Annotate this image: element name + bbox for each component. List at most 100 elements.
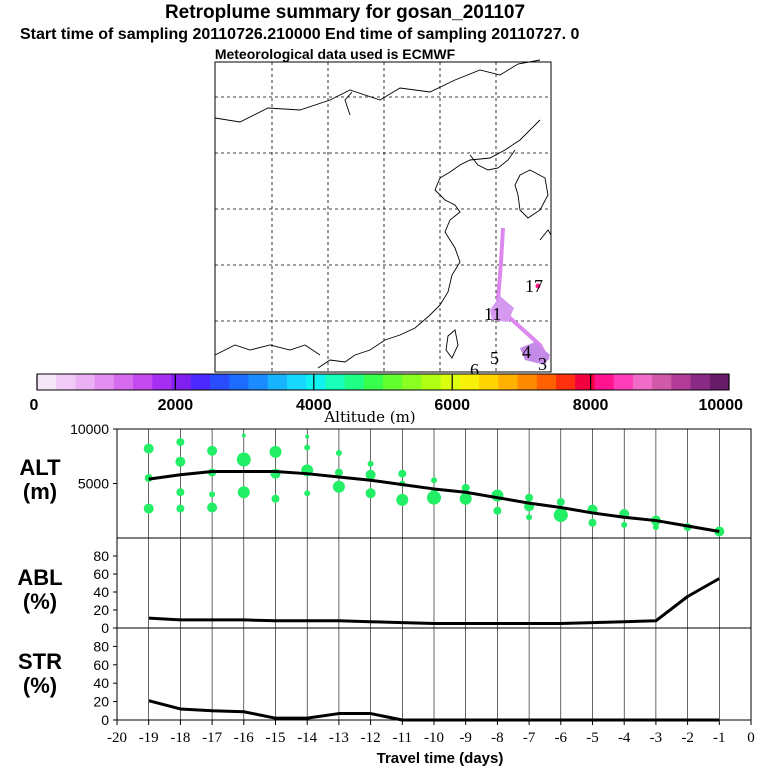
x-tick-label: -14 (297, 730, 317, 746)
colorbar-swatch (479, 374, 499, 390)
cluster-point (493, 506, 502, 515)
colorbar-swatch (594, 374, 615, 390)
colorbar-swatch (575, 374, 595, 390)
cluster-point (304, 490, 311, 497)
colorbar-swatch (133, 374, 153, 390)
y-tick-label: 60 (93, 657, 109, 673)
x-tick-label: -10 (424, 730, 444, 746)
map-frame (214, 61, 552, 373)
x-tick-label: -9 (459, 730, 472, 746)
cluster-point (304, 444, 311, 451)
map-day-labels: 17 11 5 6 4 3 (470, 276, 547, 380)
y-tick-label: 40 (93, 675, 109, 691)
colorbar-swatch (210, 374, 230, 390)
x-tick-label: -4 (618, 730, 631, 746)
colorbar-swatch (709, 374, 730, 390)
cluster-point (398, 469, 407, 478)
coastlines (214, 59, 552, 369)
colorbar-labels: 0 2000 4000 6000 8000 10000 (30, 397, 744, 414)
x-axis-label: Travel time (days) (376, 750, 504, 767)
met-data-line: Meteorological data used is ECMWF (214, 46, 456, 62)
cluster-point (621, 521, 628, 528)
map-label-17: 17 (525, 276, 543, 296)
colorbar-swatch (517, 374, 538, 390)
x-tick-label: -2 (681, 730, 694, 746)
colorbar-swatch (344, 374, 365, 390)
cluster-point (269, 445, 282, 458)
cluster-point (652, 524, 659, 531)
x-tick-label: -17 (202, 730, 222, 746)
alt-series-line (148, 470, 720, 533)
x-tick-label: -3 (650, 730, 663, 746)
cluster-point (525, 493, 534, 502)
map-label-3: 3 (538, 354, 547, 374)
colorbar-swatch (229, 374, 249, 390)
y-tick-label: 5000 (78, 476, 109, 492)
y-tick-label: 40 (93, 584, 109, 600)
cluster-point (271, 494, 280, 503)
y-tick-label: 20 (93, 602, 109, 618)
alt-panel: 10000 5000 (70, 421, 752, 539)
cluster-point (236, 452, 251, 467)
plume-path (490, 227, 550, 365)
colorbar (36, 373, 730, 391)
colorbar-swatch (556, 374, 576, 390)
cluster-point (334, 468, 343, 477)
y-tick-label: 80 (93, 548, 109, 564)
cluster-point (207, 502, 218, 513)
x-tick-label: -8 (491, 730, 504, 746)
y-tick-label: 20 (93, 694, 109, 710)
colorbar-swatch (286, 374, 307, 390)
cluster-point (209, 491, 216, 498)
x-tick-label: -12 (361, 730, 381, 746)
str-panel-label: STR (%) (18, 649, 62, 698)
colorbar-swatch (613, 374, 634, 390)
cluster-point (553, 508, 568, 523)
y-tick-label: 0 (101, 712, 109, 728)
cluster-point (237, 486, 250, 499)
x-tick-label: -5 (586, 730, 599, 746)
colorbar-swatch (75, 374, 96, 390)
cluster-point (459, 492, 472, 505)
y-tick-label: 10000 (70, 421, 109, 437)
colorbar-swatch (113, 374, 134, 390)
cluster-point (143, 443, 154, 454)
colorbar-swatch (306, 374, 326, 390)
cluster-point (427, 490, 441, 505)
map-label-4: 4 (522, 342, 531, 362)
colorbar-swatch (652, 374, 672, 390)
colorbar-swatch (267, 374, 288, 390)
colorbar-axis-label: Altitude (m) (324, 408, 416, 426)
x-tick-label: -6 (555, 730, 568, 746)
colorbar-swatch (459, 374, 480, 390)
colorbar-swatch (171, 374, 192, 390)
x-tick-label: -7 (523, 730, 536, 746)
colorbar-swatch (671, 374, 692, 390)
colorbar-swatch (536, 374, 557, 390)
y-tick-label: 0 (101, 620, 109, 636)
map-panel: 17 11 5 6 4 3 (214, 59, 552, 380)
cluster-point (556, 498, 565, 507)
colorbar-swatch (632, 374, 653, 390)
cluster-point (176, 488, 185, 497)
abl-panel-label: ABL (%) (17, 565, 63, 614)
colorbar-swatch (325, 374, 346, 390)
colorbar-tick-label: 8000 (573, 397, 609, 414)
colorbar-swatch (402, 374, 422, 390)
cluster-point (305, 434, 310, 439)
colorbar-swatch (37, 374, 57, 390)
map-label-11: 11 (484, 304, 501, 324)
colorbar-swatch (498, 374, 519, 390)
cluster-point (365, 469, 376, 480)
map-label-6: 6 (470, 360, 479, 380)
x-tick-label: -13 (329, 730, 349, 746)
colorbar-tick-label: 2000 (158, 397, 194, 414)
abl-series-line (148, 577, 721, 625)
sampling-time-line: Start time of sampling 20110726.210000 E… (20, 26, 580, 43)
receptor-marker (535, 283, 541, 289)
colorbar-swatch (421, 374, 442, 390)
cluster-point (335, 449, 342, 456)
